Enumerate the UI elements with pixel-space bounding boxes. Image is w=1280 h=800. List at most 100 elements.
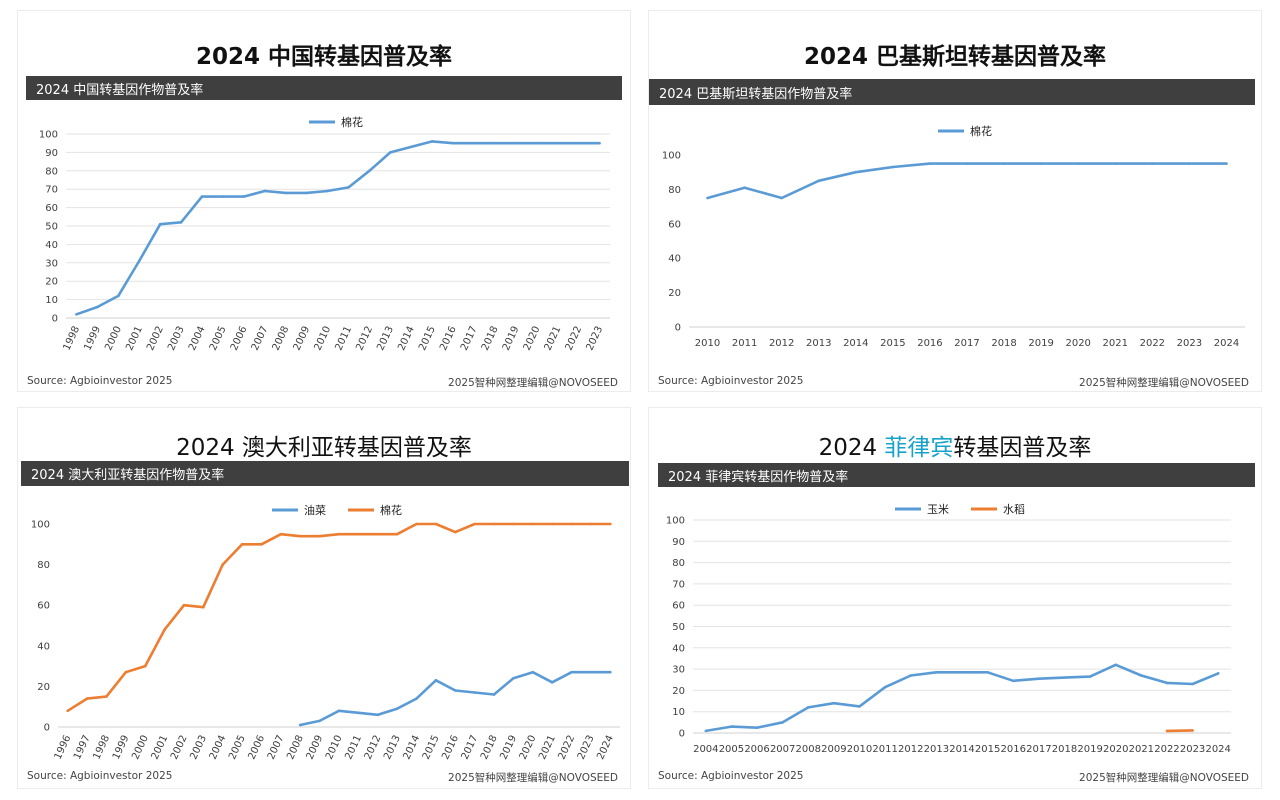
x-tick-label: 2018 [480, 325, 501, 353]
data-point [305, 191, 308, 195]
data-point [430, 140, 434, 143]
x-tick-label: 2008 [796, 744, 821, 755]
data-point [1191, 682, 1194, 686]
panel-header: 2024 澳大利亚转基因作物普及率 [21, 461, 629, 486]
data-point [589, 522, 593, 526]
y-tick-label: 20 [672, 686, 685, 697]
data-point [1165, 729, 1169, 733]
x-tick-label: 2014 [949, 744, 974, 755]
x-tick-label: 2013 [382, 734, 403, 762]
data-point [570, 670, 573, 674]
x-tick-label: 2016 [917, 338, 942, 349]
x-tick-label: 2001 [150, 734, 171, 762]
data-point [318, 719, 321, 723]
data-point [883, 685, 887, 689]
x-tick-label: 2012 [363, 734, 384, 762]
data-point [817, 179, 821, 183]
data-point [1151, 162, 1154, 165]
source-text: Source: Agbioinvestor 2025 [27, 770, 173, 782]
data-point [298, 534, 302, 538]
y-tick-label: 80 [37, 560, 50, 571]
panel-header: 2024 菲律宾转基因作物普及率 [658, 463, 1255, 487]
chart-panel-philippines: 2024 菲律宾转基因普及率 2024 菲律宾转基因作物普及率 0 10 20 30 4… [648, 407, 1262, 789]
data-point [854, 170, 858, 174]
x-tick-label: 2013 [375, 325, 396, 353]
source-text: Source: Agbioinvestor 2025 [658, 770, 804, 782]
data-point [891, 165, 895, 169]
data-point [512, 676, 515, 680]
x-tick-label: 2021 [537, 734, 558, 762]
x-tick-label: 2013 [806, 338, 831, 349]
x-tick-label: 2004 [208, 734, 229, 762]
y-tick-label: 70 [672, 579, 685, 590]
data-point [143, 664, 147, 668]
legend-label: 棉花 [380, 503, 402, 517]
x-tick-label: 2024 [1214, 338, 1239, 349]
legend-label: 油菜 [304, 503, 326, 517]
data-point [598, 141, 601, 145]
data-point [512, 522, 515, 526]
x-tick-label: 2012 [769, 338, 794, 349]
data-point [743, 186, 746, 189]
data-point [1216, 672, 1220, 675]
data-point [755, 726, 759, 729]
data-point [514, 141, 518, 145]
data-point [492, 522, 496, 526]
data-point [550, 522, 554, 526]
data-point [928, 162, 932, 165]
y-tick-label: 80 [45, 166, 58, 177]
panel-title: 2024 中国转基因普及率 [195, 44, 453, 70]
data-point [909, 674, 913, 677]
x-tick-label: 2002 [169, 734, 190, 762]
x-tick-label: 2015 [880, 338, 905, 349]
data-point [1225, 162, 1228, 165]
y-tick-label: 100 [666, 516, 685, 527]
data-point [240, 543, 244, 546]
x-tick-label: 2019 [498, 734, 519, 762]
data-point [202, 605, 205, 609]
x-tick-label: 2023 [1177, 338, 1202, 349]
x-tick-label: 2011 [872, 744, 897, 755]
data-point [858, 705, 861, 708]
x-tick-label: 1997 [72, 734, 93, 762]
x-tick-label: 2006 [246, 734, 267, 762]
data-point [298, 723, 302, 727]
x-tick-label: 1998 [91, 734, 112, 762]
chart-panel-china: 2024 中国转基因普及率 2024 中国转基因作物普及率 0 10 20 30 40 5… [17, 10, 631, 392]
data-point [806, 706, 810, 709]
x-tick-label: 2012 [898, 744, 923, 755]
y-tick-label: 50 [45, 222, 58, 233]
x-tick-label: 2010 [695, 338, 720, 349]
series-line [299, 670, 611, 727]
y-tick-label: 50 [672, 622, 685, 633]
credit-text: 2025智种网整理编辑@NOVOSEED [448, 377, 618, 389]
data-point [570, 522, 573, 526]
data-point [1076, 162, 1080, 165]
legend-label: 棉花 [341, 115, 363, 129]
data-point [589, 670, 593, 674]
line-chart-pakistan: 0 20 40 60 80 100 2010 2011 2012 2013 2014 2015 2016… [662, 124, 1245, 349]
x-tick-label: 2018 [1052, 744, 1077, 755]
data-point [1191, 729, 1194, 732]
data-point [493, 141, 497, 145]
y-tick-label: 30 [45, 258, 58, 269]
data-point [415, 697, 418, 700]
x-tick-label: 2024 [1205, 744, 1230, 755]
x-tick-label: 2009 [292, 325, 313, 353]
chart-panel-australia: 2024 澳大利亚转基因普及率 2024 澳大利亚转基因作物普及率 0 20 40 6… [17, 407, 631, 789]
series-line [707, 162, 1227, 200]
data-point [1063, 676, 1066, 679]
data-point [347, 186, 350, 189]
data-point [1002, 162, 1006, 165]
data-point [935, 670, 938, 674]
y-tick-label: 90 [672, 537, 685, 548]
data-point [376, 532, 380, 536]
data-point [453, 530, 457, 534]
data-point [473, 691, 476, 694]
x-tick-label: 2020 [518, 734, 539, 762]
data-point [780, 196, 783, 200]
data-point [124, 670, 128, 674]
data-point [1113, 162, 1117, 165]
y-tick-label: 80 [672, 558, 685, 569]
data-point [609, 670, 612, 674]
